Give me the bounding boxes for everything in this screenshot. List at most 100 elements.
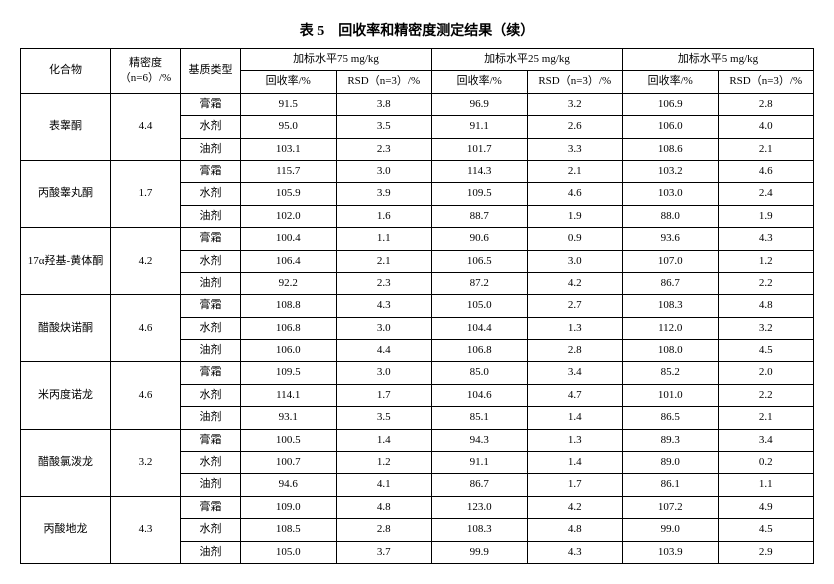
cell-value: 4.8	[336, 496, 432, 518]
cell-value: 4.2	[527, 272, 623, 294]
th-matrix: 基质类型	[181, 49, 241, 94]
th-rec-75: 回收率/%	[241, 71, 337, 93]
cell-value: 85.0	[432, 362, 528, 384]
cell-value: 3.2	[718, 317, 814, 339]
cell-value: 89.0	[623, 452, 719, 474]
cell-value: 2.9	[718, 541, 814, 563]
cell-precision: 4.6	[111, 362, 181, 429]
cell-value: 2.3	[336, 138, 432, 160]
th-rec-25: 回收率/%	[432, 71, 528, 93]
cell-value: 115.7	[241, 160, 337, 182]
cell-compound: 丙酸睾丸酮	[21, 160, 111, 227]
cell-compound: 17α羟基-黄体酮	[21, 228, 111, 295]
cell-value: 103.1	[241, 138, 337, 160]
cell-value: 88.0	[623, 205, 719, 227]
cell-matrix: 水剂	[181, 116, 241, 138]
cell-matrix: 膏霜	[181, 228, 241, 250]
cell-value: 123.0	[432, 496, 528, 518]
th-level75: 加标水平75 mg/kg	[241, 49, 432, 71]
cell-value: 109.5	[241, 362, 337, 384]
cell-value: 108.6	[623, 138, 719, 160]
cell-value: 93.1	[241, 407, 337, 429]
cell-value: 2.6	[527, 116, 623, 138]
cell-value: 4.8	[718, 295, 814, 317]
cell-value: 105.9	[241, 183, 337, 205]
cell-matrix: 水剂	[181, 452, 241, 474]
cell-value: 4.5	[718, 519, 814, 541]
cell-value: 109.0	[241, 496, 337, 518]
th-compound: 化合物	[21, 49, 111, 94]
cell-value: 99.0	[623, 519, 719, 541]
cell-compound: 表睾酮	[21, 93, 111, 160]
cell-value: 90.6	[432, 228, 528, 250]
cell-value: 1.3	[527, 429, 623, 451]
cell-value: 2.8	[527, 340, 623, 362]
cell-value: 86.5	[623, 407, 719, 429]
cell-value: 104.4	[432, 317, 528, 339]
cell-matrix: 膏霜	[181, 295, 241, 317]
cell-value: 2.1	[718, 407, 814, 429]
cell-value: 3.4	[527, 362, 623, 384]
cell-value: 1.7	[527, 474, 623, 496]
cell-matrix: 油剂	[181, 340, 241, 362]
cell-compound: 醋酸炔诺酮	[21, 295, 111, 362]
cell-value: 4.9	[718, 496, 814, 518]
cell-value: 2.1	[527, 160, 623, 182]
cell-value: 85.1	[432, 407, 528, 429]
cell-value: 103.2	[623, 160, 719, 182]
cell-matrix: 水剂	[181, 384, 241, 406]
cell-value: 2.2	[718, 384, 814, 406]
cell-value: 103.0	[623, 183, 719, 205]
cell-value: 3.9	[336, 183, 432, 205]
cell-value: 104.6	[432, 384, 528, 406]
cell-value: 2.7	[527, 295, 623, 317]
cell-value: 102.0	[241, 205, 337, 227]
cell-value: 3.0	[336, 160, 432, 182]
cell-value: 108.3	[432, 519, 528, 541]
cell-value: 91.5	[241, 93, 337, 115]
cell-value: 2.8	[336, 519, 432, 541]
table-row: 米丙度诺龙4.6膏霜109.53.085.03.485.22.0	[21, 362, 814, 384]
cell-value: 106.8	[432, 340, 528, 362]
cell-value: 86.1	[623, 474, 719, 496]
cell-precision: 4.4	[111, 93, 181, 160]
cell-value: 107.0	[623, 250, 719, 272]
cell-matrix: 水剂	[181, 250, 241, 272]
cell-precision: 4.3	[111, 496, 181, 563]
cell-value: 114.3	[432, 160, 528, 182]
cell-value: 1.1	[336, 228, 432, 250]
cell-value: 99.9	[432, 541, 528, 563]
cell-matrix: 膏霜	[181, 429, 241, 451]
cell-value: 1.9	[527, 205, 623, 227]
cell-value: 3.0	[336, 317, 432, 339]
cell-value: 4.5	[718, 340, 814, 362]
results-table: 化合物 精密度（n=6）/% 基质类型 加标水平75 mg/kg 加标水平25 …	[20, 48, 814, 564]
cell-value: 1.9	[718, 205, 814, 227]
cell-value: 94.3	[432, 429, 528, 451]
cell-compound: 米丙度诺龙	[21, 362, 111, 429]
cell-matrix: 水剂	[181, 317, 241, 339]
cell-matrix: 油剂	[181, 474, 241, 496]
cell-value: 2.1	[336, 250, 432, 272]
cell-value: 105.0	[241, 541, 337, 563]
cell-value: 88.7	[432, 205, 528, 227]
cell-value: 3.8	[336, 93, 432, 115]
cell-matrix: 油剂	[181, 407, 241, 429]
cell-value: 106.8	[241, 317, 337, 339]
cell-value: 109.5	[432, 183, 528, 205]
cell-matrix: 膏霜	[181, 496, 241, 518]
cell-value: 2.4	[718, 183, 814, 205]
cell-precision: 1.7	[111, 160, 181, 227]
cell-matrix: 水剂	[181, 183, 241, 205]
cell-value: 106.0	[623, 116, 719, 138]
th-precision: 精密度（n=6）/%	[111, 49, 181, 94]
th-level25: 加标水平25 mg/kg	[432, 49, 623, 71]
cell-value: 85.2	[623, 362, 719, 384]
cell-value: 95.0	[241, 116, 337, 138]
cell-matrix: 油剂	[181, 205, 241, 227]
table-row: 17α羟基-黄体酮4.2膏霜100.41.190.60.993.64.3	[21, 228, 814, 250]
th-rsd-5: RSD（n=3）/%	[718, 71, 814, 93]
cell-value: 100.4	[241, 228, 337, 250]
cell-value: 2.1	[718, 138, 814, 160]
cell-value: 92.2	[241, 272, 337, 294]
